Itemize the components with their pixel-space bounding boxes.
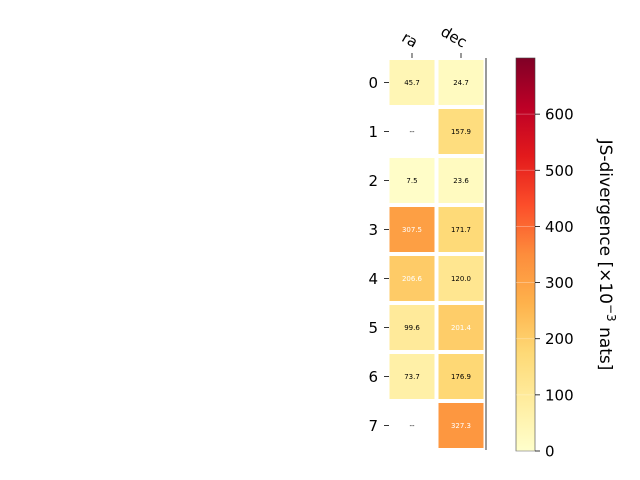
heatmap-cell <box>389 207 435 252</box>
y-tick-label: 5 <box>368 319 378 337</box>
colorbar-tick-label: 200 <box>545 330 574 348</box>
colorbar-tick-label: 600 <box>545 106 574 124</box>
heatmap-cell <box>389 158 435 203</box>
y-tick-label: 1 <box>368 123 378 141</box>
y-tick-label: 2 <box>368 172 378 190</box>
cell-label: 176.9 <box>451 373 471 381</box>
cell-label: 120.0 <box>451 275 471 283</box>
colorbar-tick-label: 300 <box>545 274 574 292</box>
cell-label: 7.5 <box>406 177 417 185</box>
y-axis-ticks: 0 1 2 3 4 5 6 7 <box>368 74 389 435</box>
cell-label: 45.7 <box>404 79 420 87</box>
colorbar-label-main: JS-divergence [×10 <box>595 139 615 304</box>
cell-label: 24.7 <box>453 79 469 87</box>
heatmap-cell <box>438 158 484 203</box>
heatmap-cell <box>438 354 484 399</box>
colorbar-label-unit: nats] <box>595 322 615 371</box>
cell-label: -- <box>409 422 415 430</box>
cell-label: 171.7 <box>451 226 471 234</box>
cell-label: 73.7 <box>404 373 420 381</box>
colorbar-label: JS-divergence [×10−3 nats] <box>595 139 618 371</box>
x-tick-label: ra <box>399 28 421 51</box>
y-tick-label: 7 <box>368 417 378 435</box>
colorbar-ticks: 0 100 200 300 400 500 600 <box>516 106 574 461</box>
x-axis-ticks: ra dec <box>399 22 470 58</box>
y-tick-label: 3 <box>368 221 378 239</box>
y-tick-label: 4 <box>368 270 378 288</box>
y-tick-label: 0 <box>368 74 378 92</box>
cell-label: 157.9 <box>451 128 471 136</box>
cell-label: 307.5 <box>402 226 422 234</box>
heatmap-cell <box>438 305 484 350</box>
heatmap-cell <box>438 256 484 301</box>
x-tick-label: dec <box>438 22 470 51</box>
heatmap-cell <box>438 109 484 154</box>
colorbar: 0 100 200 300 400 500 600 <box>515 57 574 461</box>
cell-label: 201.4 <box>451 324 472 332</box>
cell-label: 206.6 <box>402 275 423 283</box>
cell-label: -- <box>409 128 415 136</box>
colorbar-label-exp: −3 <box>604 304 618 322</box>
cell-label: 327.3 <box>451 422 471 430</box>
cell-label: 23.6 <box>453 177 469 185</box>
colorbar-tick-label: 400 <box>545 218 574 236</box>
heatmap-cell <box>389 60 435 105</box>
colorbar-tick-label: 100 <box>545 386 574 404</box>
heatmap-cell <box>389 305 435 350</box>
colorbar-gradient <box>515 57 536 452</box>
heatmap-cells: 45.7 24.7 -- 157.9 7.5 23.6 307.5 171.7 206.6 120… <box>389 60 484 448</box>
colorbar-tick-label: 500 <box>545 162 574 180</box>
colorbar-tick-label: 0 <box>545 443 555 461</box>
y-tick-label: 6 <box>368 368 378 386</box>
heatmap-cell <box>438 60 484 105</box>
heatmap-cell <box>438 207 484 252</box>
heatmap-cell <box>389 354 435 399</box>
heatmap-cell <box>438 403 484 448</box>
heatmap-cell <box>389 256 435 301</box>
cell-label: 99.6 <box>404 324 420 332</box>
